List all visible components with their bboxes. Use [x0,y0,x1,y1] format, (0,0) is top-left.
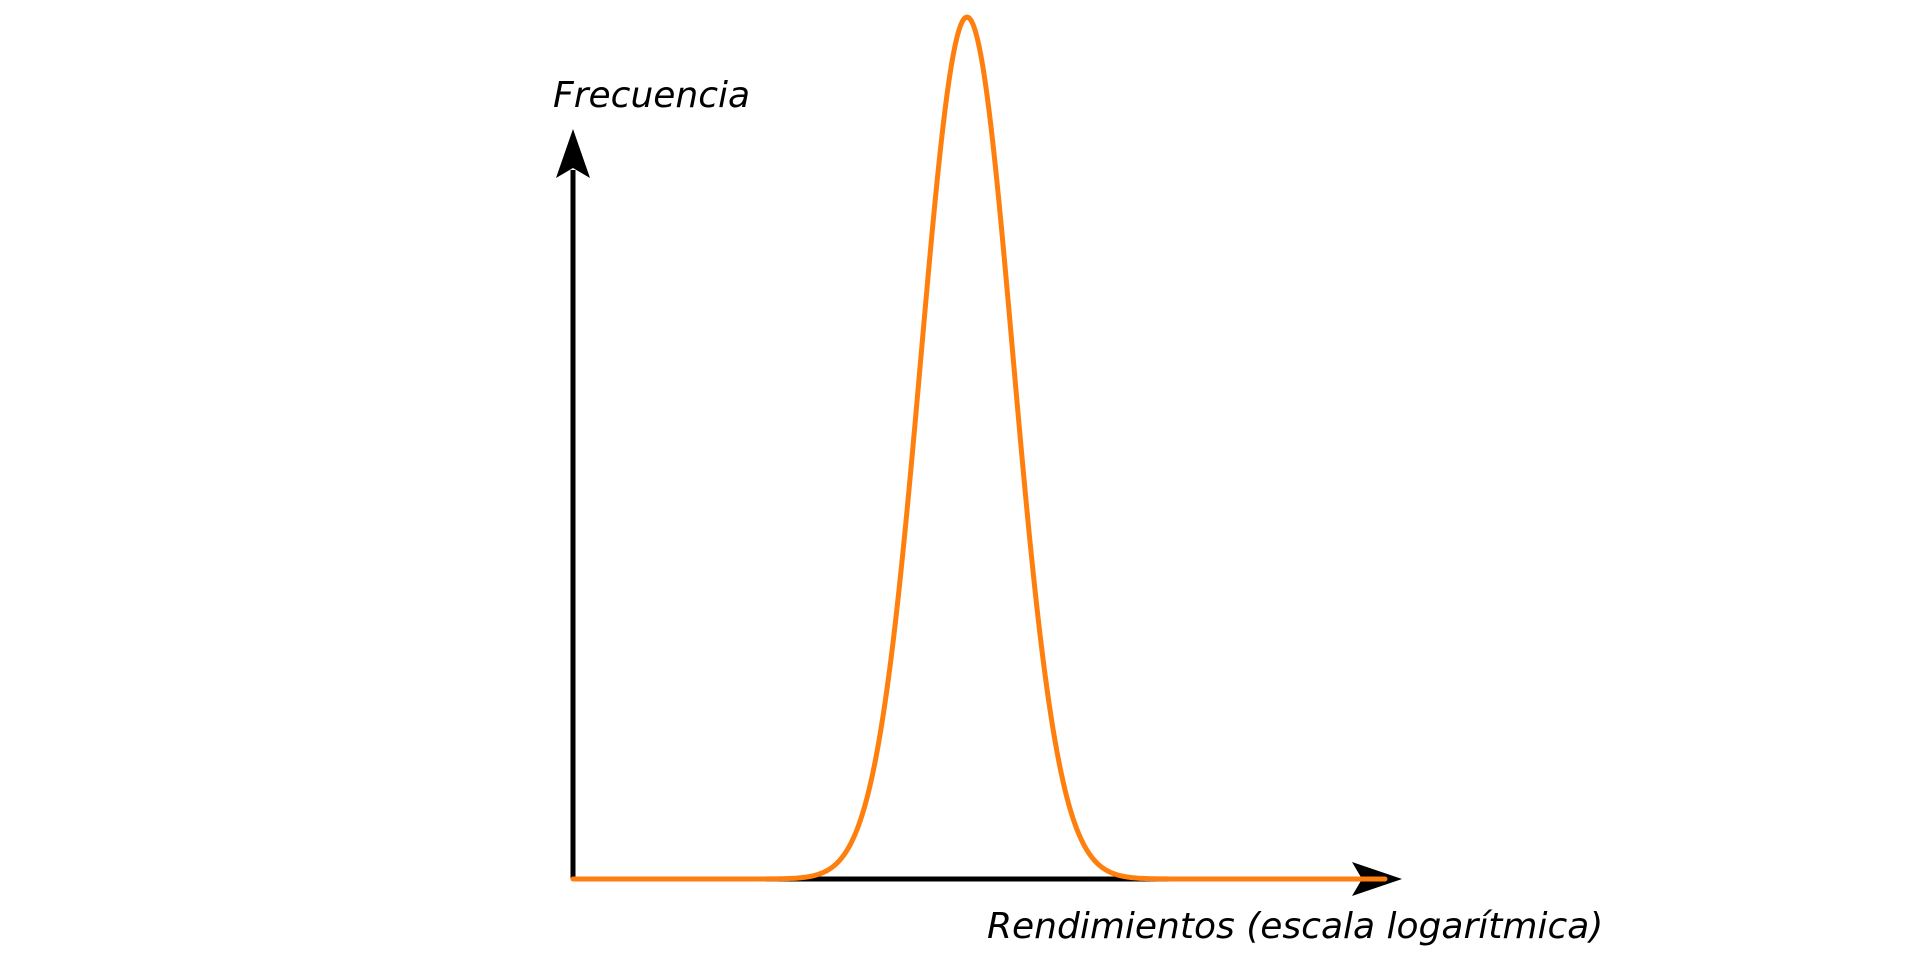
y-axis-label: Frecuencia [553,75,750,116]
x-axis-label: Rendimientos (escala logarítmica) [987,906,1603,947]
y-axis-arrow [556,129,590,178]
distribution-curve [570,14,1388,882]
